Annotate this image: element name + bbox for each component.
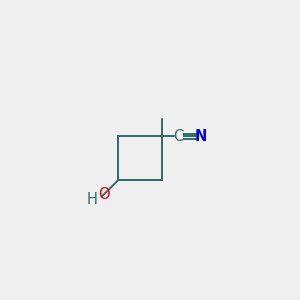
- Text: C: C: [173, 129, 184, 144]
- Text: O: O: [98, 188, 110, 202]
- Text: H: H: [86, 191, 97, 206]
- Text: N: N: [195, 129, 207, 144]
